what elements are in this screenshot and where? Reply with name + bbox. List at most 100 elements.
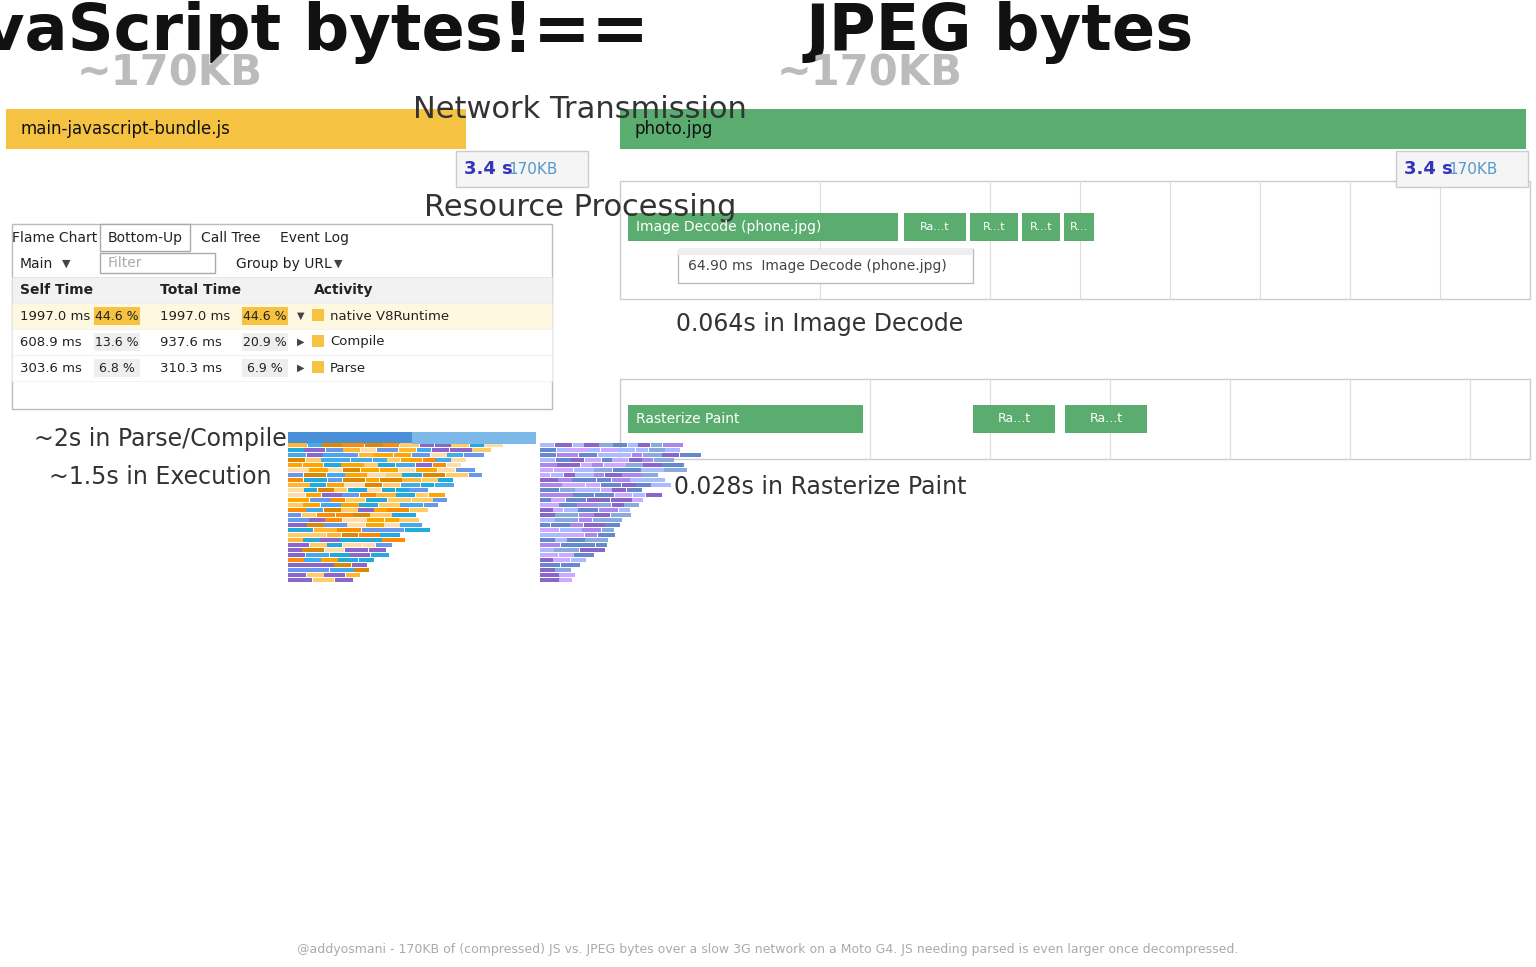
FancyBboxPatch shape	[289, 498, 309, 502]
Text: Total Time: Total Time	[160, 283, 241, 297]
FancyBboxPatch shape	[376, 493, 396, 497]
Text: Rasterize Paint: Rasterize Paint	[636, 412, 739, 426]
FancyBboxPatch shape	[12, 277, 551, 303]
FancyBboxPatch shape	[541, 498, 551, 502]
FancyBboxPatch shape	[573, 443, 584, 447]
FancyBboxPatch shape	[304, 538, 319, 542]
FancyBboxPatch shape	[628, 405, 863, 433]
FancyBboxPatch shape	[561, 488, 574, 492]
FancyBboxPatch shape	[289, 538, 303, 542]
FancyBboxPatch shape	[312, 335, 324, 347]
Text: 1997.0 ms: 1997.0 ms	[20, 309, 91, 323]
FancyBboxPatch shape	[410, 488, 429, 492]
Text: main-javascript-bundle.js: main-javascript-bundle.js	[22, 120, 230, 138]
Text: ~170KB: ~170KB	[77, 53, 263, 95]
FancyBboxPatch shape	[582, 528, 601, 532]
FancyBboxPatch shape	[584, 523, 605, 527]
FancyBboxPatch shape	[329, 478, 343, 482]
FancyBboxPatch shape	[313, 528, 336, 532]
FancyBboxPatch shape	[358, 508, 373, 512]
Text: photo.jpg: photo.jpg	[634, 120, 713, 138]
Text: ~170KB: ~170KB	[777, 53, 963, 95]
Text: 64.90 ms  Image Decode (phone.jpg): 64.90 ms Image Decode (phone.jpg)	[688, 259, 946, 273]
FancyBboxPatch shape	[1064, 405, 1147, 433]
FancyBboxPatch shape	[438, 468, 456, 472]
FancyBboxPatch shape	[367, 473, 386, 477]
FancyBboxPatch shape	[422, 473, 445, 477]
FancyBboxPatch shape	[303, 503, 319, 507]
FancyBboxPatch shape	[336, 513, 353, 517]
FancyBboxPatch shape	[370, 513, 392, 517]
FancyBboxPatch shape	[362, 528, 379, 532]
FancyBboxPatch shape	[613, 443, 627, 447]
FancyBboxPatch shape	[324, 523, 347, 527]
FancyBboxPatch shape	[578, 508, 598, 512]
FancyBboxPatch shape	[468, 473, 482, 477]
FancyBboxPatch shape	[579, 513, 594, 517]
Text: Ra...t: Ra...t	[920, 222, 949, 232]
FancyBboxPatch shape	[602, 458, 611, 462]
FancyBboxPatch shape	[343, 533, 358, 537]
FancyBboxPatch shape	[642, 468, 664, 472]
FancyBboxPatch shape	[303, 463, 323, 467]
Text: 1997.0 ms: 1997.0 ms	[160, 309, 230, 323]
FancyBboxPatch shape	[406, 528, 430, 532]
FancyBboxPatch shape	[662, 463, 684, 467]
FancyBboxPatch shape	[12, 303, 551, 329]
FancyBboxPatch shape	[594, 493, 614, 497]
FancyBboxPatch shape	[622, 473, 642, 477]
FancyBboxPatch shape	[361, 448, 376, 452]
FancyBboxPatch shape	[343, 468, 361, 472]
Text: ▼: ▼	[296, 311, 304, 321]
FancyBboxPatch shape	[1396, 151, 1528, 187]
FancyBboxPatch shape	[611, 503, 624, 507]
Text: 3.4 s: 3.4 s	[1404, 160, 1453, 178]
FancyBboxPatch shape	[343, 493, 359, 497]
FancyBboxPatch shape	[402, 478, 421, 482]
FancyBboxPatch shape	[585, 533, 598, 537]
FancyBboxPatch shape	[346, 498, 366, 502]
FancyBboxPatch shape	[289, 458, 306, 462]
FancyBboxPatch shape	[396, 463, 415, 467]
FancyBboxPatch shape	[639, 443, 650, 447]
FancyBboxPatch shape	[553, 558, 570, 562]
FancyBboxPatch shape	[359, 538, 381, 542]
FancyBboxPatch shape	[341, 503, 359, 507]
FancyBboxPatch shape	[382, 443, 399, 447]
FancyBboxPatch shape	[324, 548, 344, 552]
FancyBboxPatch shape	[289, 508, 306, 512]
FancyBboxPatch shape	[419, 443, 435, 447]
FancyBboxPatch shape	[594, 513, 610, 517]
FancyBboxPatch shape	[596, 543, 607, 547]
FancyBboxPatch shape	[421, 478, 438, 482]
FancyBboxPatch shape	[312, 533, 326, 537]
FancyBboxPatch shape	[447, 463, 461, 467]
FancyBboxPatch shape	[484, 443, 504, 447]
FancyBboxPatch shape	[359, 503, 378, 507]
FancyBboxPatch shape	[289, 568, 309, 572]
FancyBboxPatch shape	[581, 463, 591, 467]
FancyBboxPatch shape	[541, 468, 553, 472]
FancyBboxPatch shape	[12, 329, 551, 355]
FancyBboxPatch shape	[289, 518, 309, 522]
FancyBboxPatch shape	[94, 333, 140, 351]
FancyBboxPatch shape	[450, 448, 472, 452]
FancyBboxPatch shape	[1064, 213, 1094, 241]
FancyBboxPatch shape	[289, 493, 306, 497]
FancyBboxPatch shape	[470, 443, 484, 447]
FancyBboxPatch shape	[327, 483, 344, 487]
FancyBboxPatch shape	[611, 478, 630, 482]
FancyBboxPatch shape	[336, 458, 350, 462]
Text: Event Log: Event Log	[281, 231, 350, 245]
FancyBboxPatch shape	[617, 448, 636, 452]
FancyBboxPatch shape	[598, 453, 619, 457]
FancyBboxPatch shape	[613, 458, 628, 462]
FancyBboxPatch shape	[416, 493, 429, 497]
FancyBboxPatch shape	[379, 478, 401, 482]
Text: Compile: Compile	[330, 336, 384, 348]
FancyBboxPatch shape	[321, 493, 343, 497]
FancyBboxPatch shape	[381, 488, 395, 492]
FancyBboxPatch shape	[642, 473, 657, 477]
FancyBboxPatch shape	[677, 249, 972, 283]
FancyBboxPatch shape	[289, 488, 304, 492]
